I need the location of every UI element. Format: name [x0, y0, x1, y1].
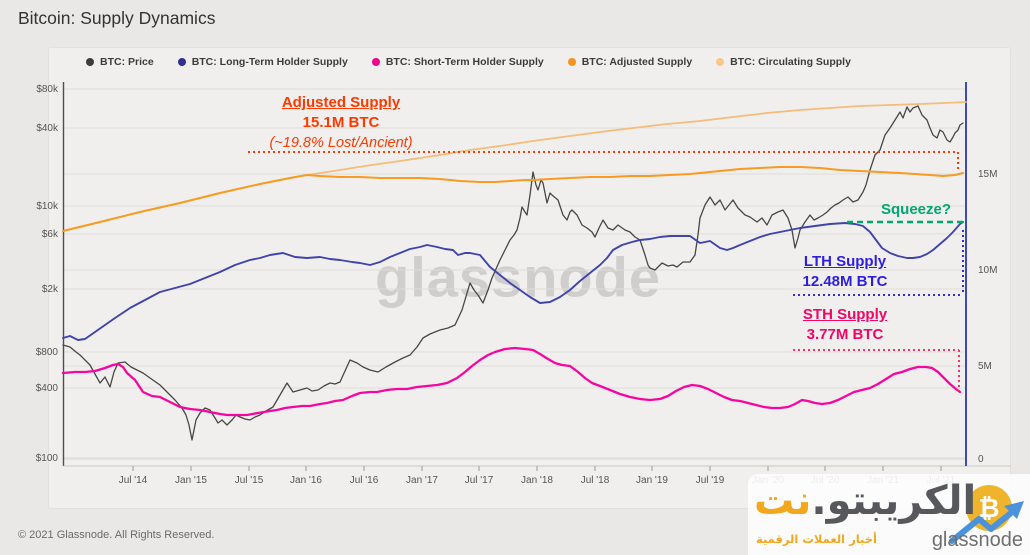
legend-label: BTC: Long-Term Holder Supply: [191, 56, 348, 68]
site-name-accent: نت: [754, 478, 812, 524]
glassnode-arrow-icon: [949, 501, 1024, 544]
glassnode-logo-text: glassnode: [931, 529, 1023, 551]
site-name: الكريبتو.نت: [754, 478, 976, 524]
annotation-adjusted-note: (~19.8% Lost/Ancient): [269, 135, 413, 151]
legend-label: BTC: Price: [100, 56, 154, 68]
annotation-adjusted-title: Adjusted Supply: [281, 94, 401, 111]
annotation-sth-title: STH Supply: [802, 306, 888, 323]
page-title: Bitcoin: Supply Dynamics: [18, 8, 216, 28]
site-tagline: أخبار العملات الرقمية: [756, 532, 877, 546]
annotation-sth-supply: STH Supply 3.77M BTC: [803, 305, 887, 345]
legend-label: BTC: Circulating Supply: [730, 56, 851, 68]
annotation-lth-supply: LTH Supply 12.48M BTC: [802, 252, 887, 292]
glassnode-watermark: glassnode: [375, 245, 661, 309]
legend-dot-icon: [567, 58, 576, 66]
legend-label: BTC: Short-Term Holder Supply: [385, 56, 544, 68]
legend-dot-icon: [371, 58, 380, 66]
legend-item-4[interactable]: BTC: Circulating Supply: [716, 56, 851, 68]
annotation-squeeze-label: Squeeze?: [880, 201, 952, 218]
legend-label: BTC: Adjusted Supply: [581, 56, 693, 68]
chart-legend: BTC: Price BTC: Long-Term Holder Supply BT…: [86, 56, 851, 68]
annotation-lth-value: 12.48M BTC: [802, 273, 888, 290]
annotation-adjusted-supply: Adjusted Supply 15.1M BTC (~19.8% Lost/A…: [269, 93, 412, 153]
legend-item-0[interactable]: BTC: Price: [86, 56, 154, 68]
legend-item-3[interactable]: BTC: Adjusted Supply: [567, 56, 693, 68]
legend-dot-icon: [86, 58, 94, 66]
annotation-adjusted-value: 15.1M BTC: [302, 114, 380, 131]
site-logo-overlay: ₿ الكريبتو.نت glassnode أخبار العملات ال…: [748, 474, 1030, 555]
annotation-lth-title: LTH Supply: [803, 253, 887, 270]
copyright-footer: © 2021 Glassnode. All Rights Reserved.: [18, 529, 215, 541]
legend-item-2[interactable]: BTC: Short-Term Holder Supply: [371, 56, 544, 68]
legend-dot-icon: [177, 58, 186, 66]
legend-dot-icon: [716, 58, 725, 66]
annotation-sth-value: 3.77M BTC: [806, 326, 884, 343]
legend-item-1[interactable]: BTC: Long-Term Holder Supply: [177, 56, 348, 68]
annotation-squeeze: Squeeze?: [881, 200, 951, 220]
site-name-dark: الكريبتو.: [811, 478, 977, 524]
